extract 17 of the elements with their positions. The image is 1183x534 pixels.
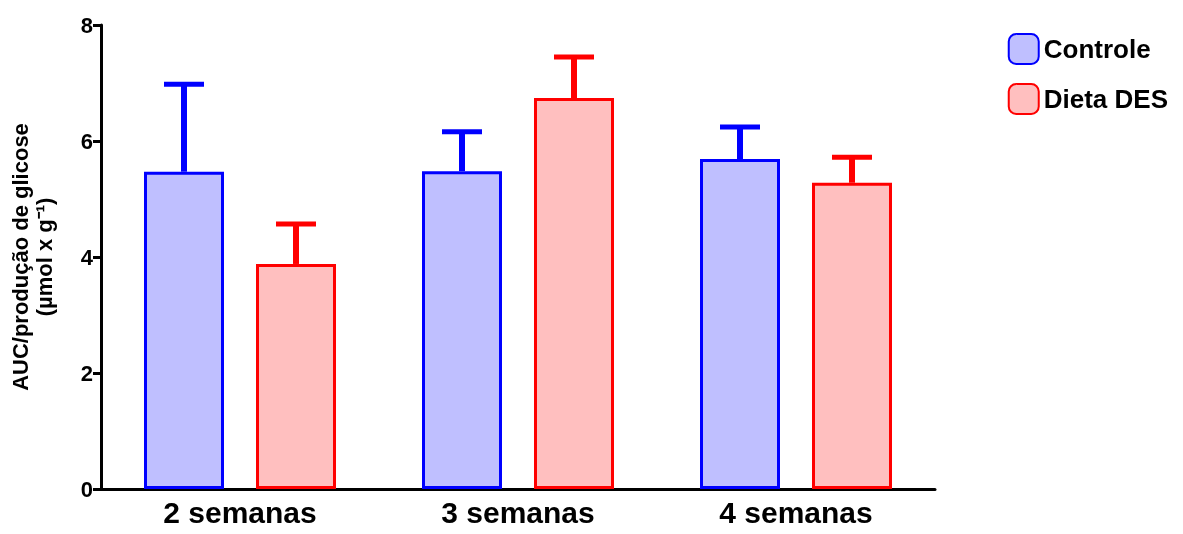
y-tick-label: 2 — [80, 360, 93, 386]
x-tick-label: 3 semanas — [441, 495, 595, 529]
bar — [534, 98, 614, 489]
y-tick-label: 0 — [80, 476, 93, 502]
legend-label: Dieta DES — [1043, 84, 1168, 114]
legend-label: Controle — [1043, 34, 1151, 64]
bar — [812, 182, 892, 489]
y-axis-title: AUC/produção de glicose (µmol x g⁻¹) — [7, 123, 57, 391]
bar — [144, 171, 224, 489]
y-tick-label: 4 — [80, 244, 94, 270]
x-tick-label: 2 semanas — [163, 495, 317, 529]
y-tick-label: 6 — [80, 128, 93, 154]
bar — [422, 171, 502, 489]
bar — [256, 263, 336, 489]
y-tick-label: 8 — [80, 12, 93, 38]
x-tick-label: 4 semanas — [719, 495, 873, 529]
bar — [700, 158, 780, 489]
